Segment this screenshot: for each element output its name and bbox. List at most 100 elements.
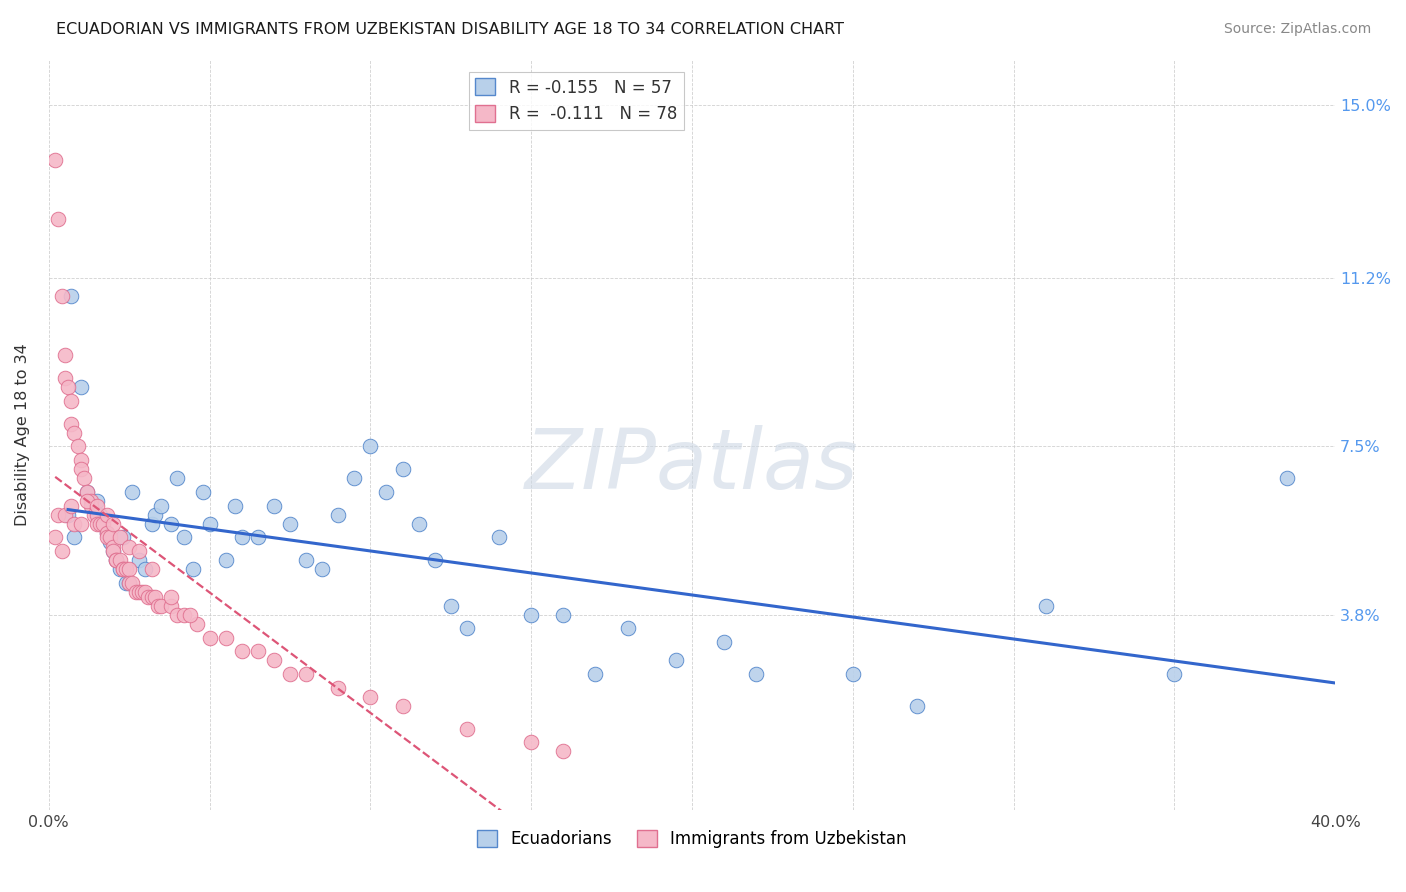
Point	[86, 494, 108, 508]
Point	[96, 508, 118, 522]
Point	[121, 576, 143, 591]
Point	[101, 544, 124, 558]
Point	[89, 508, 111, 522]
Point	[198, 631, 221, 645]
Point	[198, 516, 221, 531]
Point	[44, 153, 66, 167]
Point	[60, 289, 83, 303]
Point	[616, 622, 638, 636]
Point	[83, 508, 105, 522]
Point	[143, 590, 166, 604]
Point	[108, 531, 131, 545]
Point	[101, 540, 124, 554]
Point	[115, 576, 138, 591]
Point	[1035, 599, 1057, 613]
Point	[160, 599, 183, 613]
Point	[53, 371, 76, 385]
Point	[128, 553, 150, 567]
Point	[79, 494, 101, 508]
Point	[118, 540, 141, 554]
Point	[118, 576, 141, 591]
Point	[150, 599, 173, 613]
Point	[48, 508, 70, 522]
Point	[520, 607, 543, 622]
Point	[214, 553, 236, 567]
Point	[585, 667, 607, 681]
Point	[111, 562, 134, 576]
Point	[553, 744, 575, 758]
Point	[101, 516, 124, 531]
Point	[98, 531, 121, 545]
Point	[150, 499, 173, 513]
Point	[70, 453, 93, 467]
Point	[53, 348, 76, 362]
Point	[553, 607, 575, 622]
Point	[842, 667, 865, 681]
Point	[108, 553, 131, 567]
Point	[186, 616, 208, 631]
Point	[173, 531, 195, 545]
Point	[66, 439, 89, 453]
Point	[134, 585, 156, 599]
Point	[295, 667, 318, 681]
Point	[905, 698, 928, 713]
Legend: Ecuadorians, Immigrants from Uzbekistan: Ecuadorians, Immigrants from Uzbekistan	[471, 823, 914, 855]
Point	[359, 439, 381, 453]
Text: ZIPatlas: ZIPatlas	[524, 425, 859, 506]
Point	[86, 516, 108, 531]
Point	[520, 735, 543, 749]
Point	[76, 494, 98, 508]
Point	[86, 508, 108, 522]
Point	[166, 607, 188, 622]
Point	[134, 562, 156, 576]
Point	[173, 607, 195, 622]
Point	[295, 553, 318, 567]
Point	[76, 484, 98, 499]
Point	[665, 653, 688, 667]
Point	[96, 531, 118, 545]
Point	[328, 508, 350, 522]
Point	[60, 393, 83, 408]
Point	[56, 380, 79, 394]
Point	[51, 544, 73, 558]
Point	[118, 562, 141, 576]
Point	[79, 499, 101, 513]
Point	[44, 531, 66, 545]
Point	[105, 553, 128, 567]
Point	[48, 211, 70, 226]
Point	[391, 462, 413, 476]
Point	[311, 562, 333, 576]
Point	[96, 525, 118, 540]
Point	[456, 722, 478, 736]
Point	[111, 562, 134, 576]
Point	[408, 516, 430, 531]
Point	[76, 484, 98, 499]
Point	[56, 508, 79, 522]
Point	[214, 631, 236, 645]
Point	[131, 585, 153, 599]
Point	[86, 499, 108, 513]
Point	[96, 525, 118, 540]
Point	[391, 698, 413, 713]
Point	[141, 590, 163, 604]
Point	[343, 471, 366, 485]
Point	[745, 667, 768, 681]
Text: Source: ZipAtlas.com: Source: ZipAtlas.com	[1223, 22, 1371, 37]
Point	[263, 653, 285, 667]
Point	[246, 531, 269, 545]
Point	[70, 380, 93, 394]
Point	[359, 690, 381, 704]
Point	[60, 499, 83, 513]
Point	[1163, 667, 1185, 681]
Point	[166, 471, 188, 485]
Point	[224, 499, 246, 513]
Point	[63, 531, 86, 545]
Point	[124, 585, 146, 599]
Point	[89, 516, 111, 531]
Point	[160, 590, 183, 604]
Point	[231, 531, 253, 545]
Point	[488, 531, 510, 545]
Point	[128, 585, 150, 599]
Point	[440, 599, 463, 613]
Point	[98, 535, 121, 549]
